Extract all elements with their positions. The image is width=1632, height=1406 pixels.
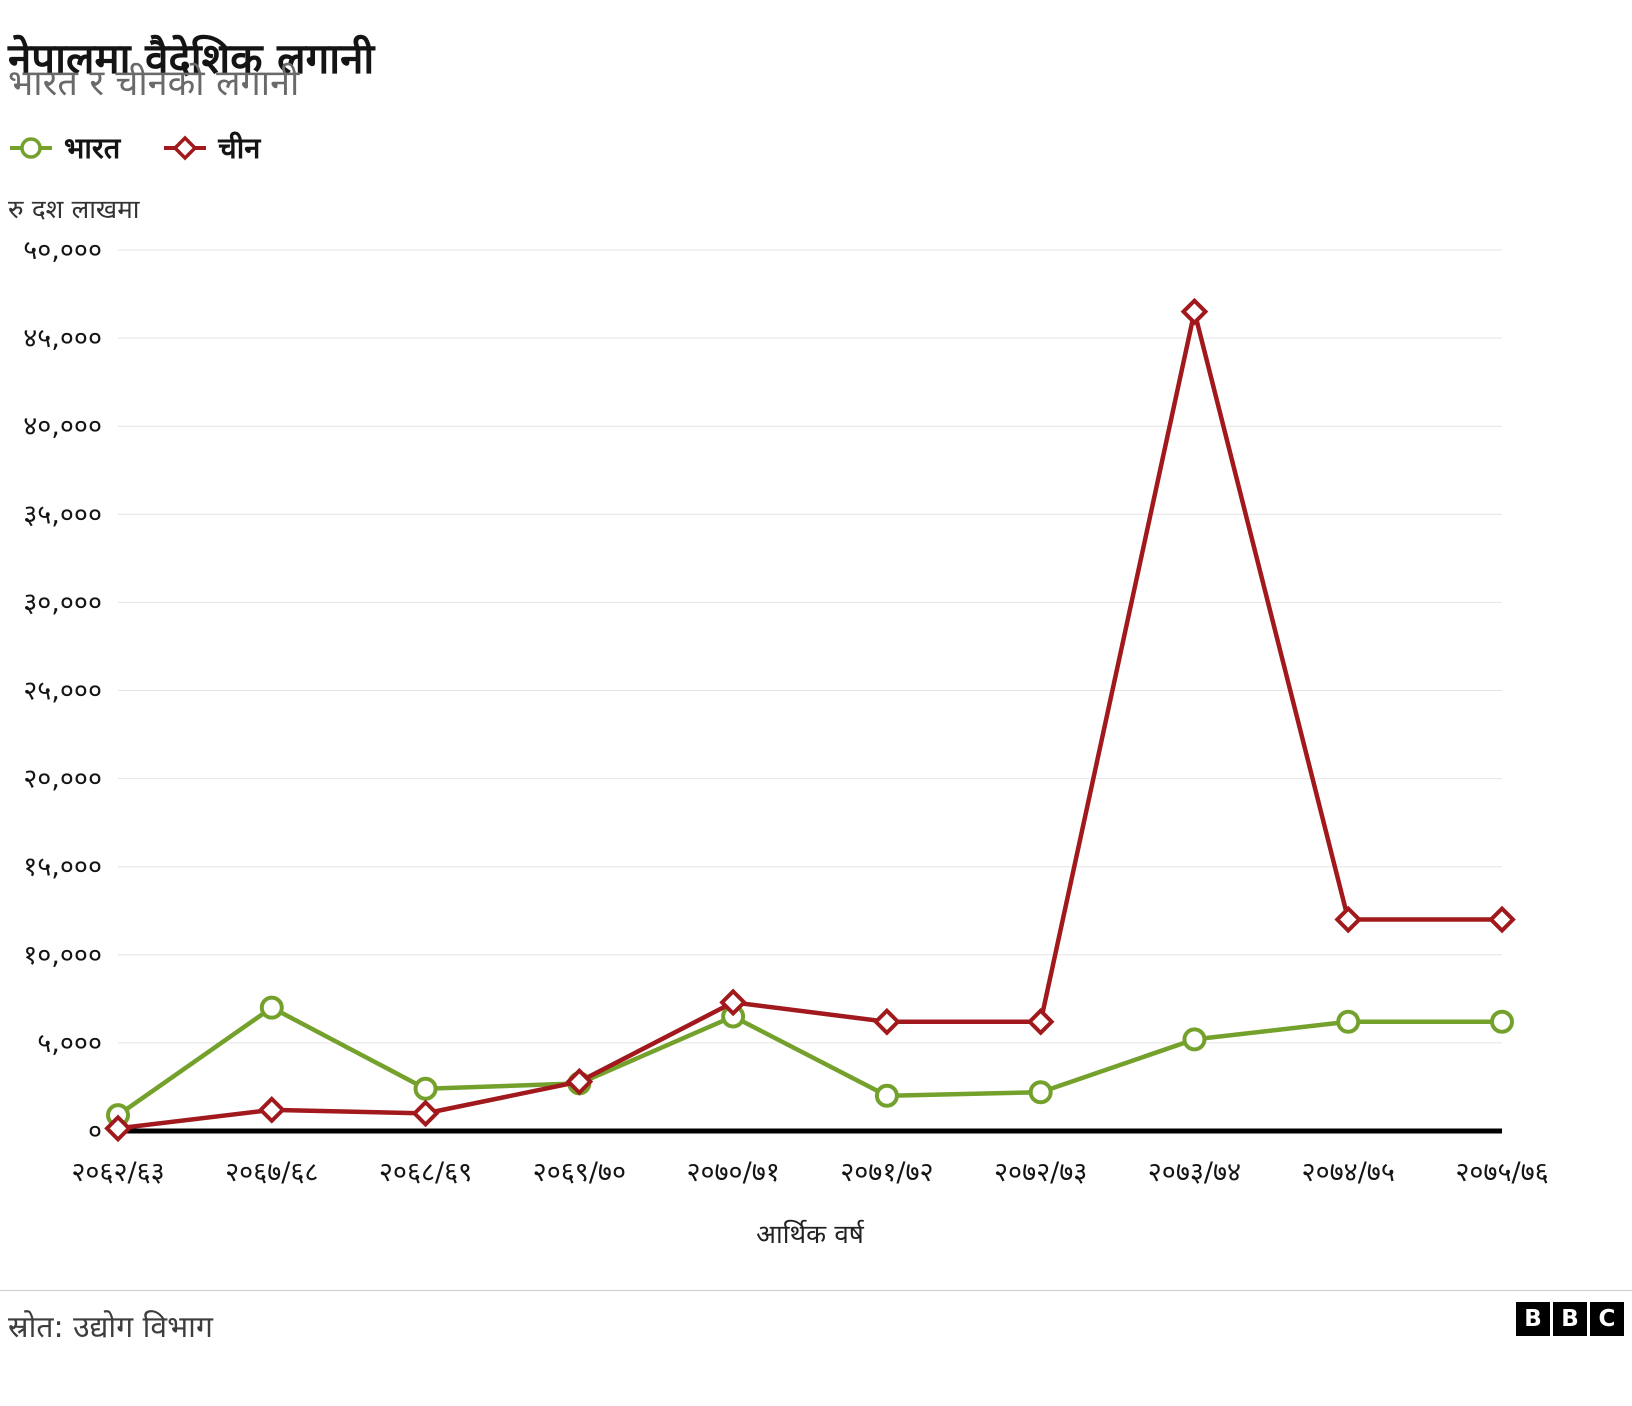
y-tick-label: १०,००० (23, 940, 102, 971)
china-line-diamond-marker-icon (164, 135, 207, 160)
y-tick-label: ३०,००० (23, 587, 102, 618)
series-marker-circle (259, 995, 284, 1020)
series-marker-circle (1028, 1080, 1053, 1105)
series-marker-diamond (1334, 905, 1363, 934)
x-tick-label: २०७०/७१ (686, 1157, 779, 1188)
series-line-0 (116, 1005, 1502, 1117)
y-tick-label: ० (88, 1116, 102, 1147)
legend-label-india: भारत (64, 131, 121, 165)
x-tick-label: २०६७/६८ (225, 1157, 318, 1188)
y-tick-label: ४५,००० (23, 323, 102, 354)
series-marker-circle (413, 1076, 438, 1101)
bbc-logo-letter: B (1553, 1302, 1587, 1336)
x-tick-label: २०७४/७५ (1302, 1157, 1395, 1188)
legend-label-china: चीन (218, 131, 261, 165)
source-text: स्रोत: उद्योग विभाग (8, 1310, 213, 1345)
y-tick-label: ३५,००० (23, 499, 102, 530)
legend-item-india: भारत (8, 128, 120, 167)
series-marker-diamond (1488, 905, 1516, 934)
india-line-circle-marker-icon (10, 136, 52, 159)
x-tick-label: २०७५/७६ (1455, 1157, 1548, 1188)
y-tick-label: १५,००० (23, 852, 102, 883)
legend-item-china: चीन (162, 128, 260, 167)
x-tick-label: २०६९/७० (533, 1157, 626, 1188)
y-tick-label: २५,००० (23, 676, 102, 707)
series-marker-diamond (873, 1007, 901, 1036)
footer-divider (0, 1290, 1632, 1291)
series-marker-circle (1490, 1009, 1514, 1034)
y-tick-label: ५,००० (37, 1028, 102, 1059)
chart-subtitle: भारत र चीनको लगानी (8, 63, 300, 104)
series-marker-diamond (104, 1114, 132, 1143)
series-marker-diamond (719, 988, 747, 1017)
x-axis-title: आर्थिक वर्ष (756, 1219, 865, 1250)
x-tick-label: २०६२/६३ (71, 1157, 164, 1188)
bbc-logo-letter: C (1590, 1302, 1624, 1336)
x-tick-label: २०७१/७२ (840, 1157, 933, 1188)
series-marker-circle (1336, 1009, 1361, 1034)
series-marker-diamond (1026, 1007, 1055, 1036)
y-tick-label: २०,००० (23, 764, 102, 795)
bbc-logo-letter: B (1516, 1302, 1550, 1336)
chart-title: नेपालमा वैदेशिक लगानी (8, 34, 375, 84)
x-tick-label: २०७२/७३ (994, 1157, 1087, 1188)
series-line-1 (117, 309, 1502, 1131)
series-marker-circle (874, 1083, 899, 1108)
chart-legend: भारत चीन (8, 128, 260, 167)
x-tick-label: २०७३/७४ (1148, 1157, 1241, 1188)
y-tick-label: ५०,००० (23, 235, 102, 266)
series-marker-diamond (565, 1067, 594, 1096)
series-marker-diamond (257, 1096, 286, 1124)
series-marker-diamond (1180, 297, 1209, 326)
x-tick-label: २०६८/६९ (379, 1157, 472, 1188)
series-marker-diamond (411, 1099, 440, 1128)
y-tick-label: ४०,००० (23, 411, 102, 442)
bbc-logo: B B C (1516, 1302, 1624, 1336)
series-marker-circle (1182, 1027, 1207, 1052)
y-axis-unit-label: रु दश लाखमा (8, 195, 140, 225)
line-chart: ० ५,००० १०,००० १५,००० २०,००० २५,००० ३०,००० ३५,०… (23, 235, 1548, 1250)
